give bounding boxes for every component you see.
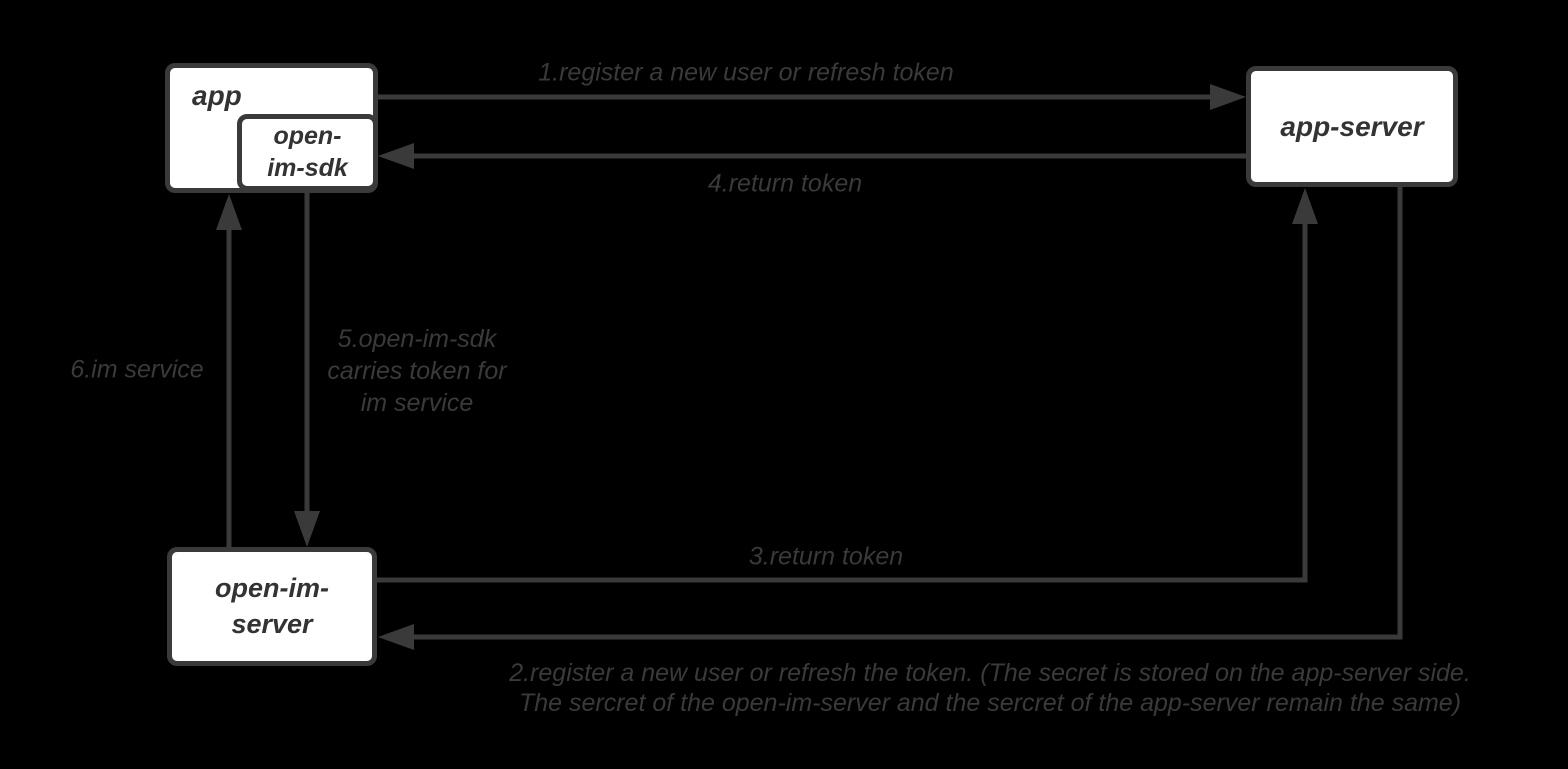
arrow-3-return-token — [377, 188, 1318, 583]
arrow-5-sdk-carries-token — [294, 191, 320, 547]
edge-label-5-carries-token: 5.open-im-sdk carries token for im servi… — [327, 323, 506, 419]
arrow-2-register-request — [378, 187, 1403, 650]
arrowhead-left-icon — [378, 624, 414, 650]
node-open-im-sdk-label-line1: open- — [273, 122, 342, 150]
arrowhead-left-icon — [378, 143, 414, 169]
edge-label-2-line1: 2.register a new user or refresh the tok… — [509, 659, 1471, 687]
node-open-im-server: open-im- server — [167, 547, 377, 666]
arrow-6-im-service — [216, 194, 242, 547]
edge-label-1-register: 1.register a new user or refresh token — [538, 58, 954, 87]
edge-label-4-return-token: 4.return token — [707, 169, 863, 198]
node-app-server: app-server — [1246, 66, 1458, 187]
arrowhead-down-icon — [294, 511, 320, 547]
arrowhead-up-icon — [216, 194, 242, 230]
node-open-im-server-label-line1: open-im- — [215, 573, 329, 604]
edge-label-5-line2: carries token for — [327, 357, 507, 385]
node-open-im-server-label-line2: server — [231, 608, 313, 639]
node-app-label: app — [192, 80, 242, 111]
arrowhead-up-icon — [1292, 188, 1318, 224]
arrowhead-right-icon — [1210, 84, 1246, 110]
edge-label-6-im-service: 6.im service — [70, 355, 204, 384]
node-open-im-sdk-label-line2: im-sdk — [267, 153, 348, 182]
node-open-im-sdk: open- im-sdk — [237, 114, 378, 191]
node-app-server-label: app-server — [1280, 110, 1424, 142]
edge-label-2-line2: The sercret of the open-im-server and th… — [518, 689, 1462, 717]
arrow-1-register-request — [378, 84, 1246, 110]
arrow-4-return-token — [378, 143, 1246, 169]
edge-label-5-line3: im service — [360, 389, 474, 417]
edge-label-2-register: 2.register a new user or refresh the tok… — [509, 658, 1471, 718]
edge-label-3-return-token: 3.return token — [748, 542, 904, 571]
edge-label-5-line1: 5.open-im-sdk — [337, 325, 497, 353]
